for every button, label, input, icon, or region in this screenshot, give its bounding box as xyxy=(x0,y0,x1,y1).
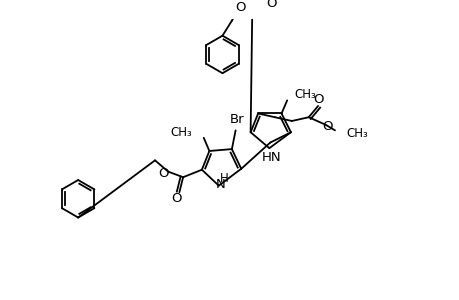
Text: CH₃: CH₃ xyxy=(346,127,367,140)
Text: O: O xyxy=(321,120,332,133)
Text: O: O xyxy=(312,93,323,106)
Text: O: O xyxy=(235,1,245,14)
Text: O: O xyxy=(158,167,168,180)
Text: CH₃: CH₃ xyxy=(170,126,192,139)
Text: O: O xyxy=(265,0,276,10)
Text: N: N xyxy=(215,178,225,191)
Text: H: H xyxy=(219,172,228,185)
Text: HN: HN xyxy=(261,151,280,164)
Text: Br: Br xyxy=(230,112,244,126)
Text: CH₃: CH₃ xyxy=(294,88,316,101)
Text: O: O xyxy=(171,192,181,205)
